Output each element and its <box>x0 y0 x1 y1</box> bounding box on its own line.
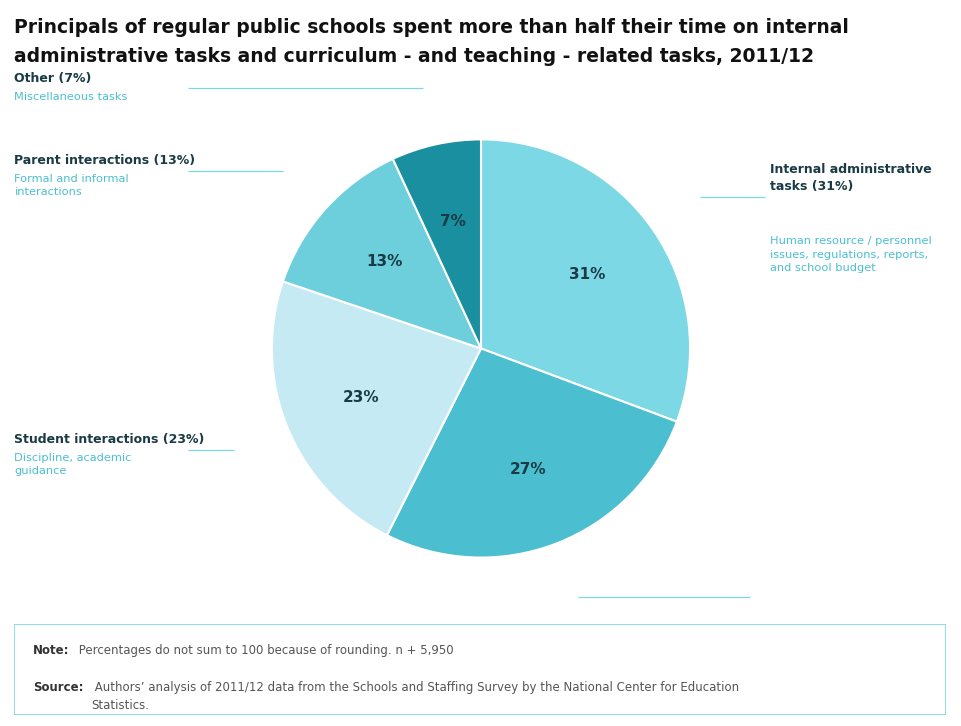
Text: 27%: 27% <box>509 462 546 477</box>
Text: 31%: 31% <box>569 267 605 282</box>
Wedge shape <box>386 348 677 558</box>
Text: Internal administrative
tasks (31%): Internal administrative tasks (31%) <box>769 163 930 193</box>
Text: Principals of regular public schools spent more than half their time on internal: Principals of regular public schools spe… <box>14 18 849 37</box>
Wedge shape <box>283 159 480 348</box>
Text: 7%: 7% <box>439 214 465 229</box>
Text: Discipline, academic
guidance: Discipline, academic guidance <box>14 453 132 476</box>
Text: 23%: 23% <box>342 390 379 405</box>
Wedge shape <box>480 139 689 422</box>
FancyBboxPatch shape <box>14 624 945 715</box>
Text: Percentages do not sum to 100 because of rounding. n + 5,950: Percentages do not sum to 100 because of… <box>75 645 454 657</box>
Text: Source:: Source: <box>33 681 84 693</box>
Text: Note:: Note: <box>33 645 69 657</box>
Text: Other (7%): Other (7%) <box>14 72 91 84</box>
Text: 13%: 13% <box>366 254 403 269</box>
Wedge shape <box>392 139 480 348</box>
Text: administrative tasks and curriculum - and teaching - related tasks, 2011/12: administrative tasks and curriculum - an… <box>14 47 814 66</box>
Text: Human resource / personnel
issues, regulations, reports,
and school budget: Human resource / personnel issues, regul… <box>769 237 930 273</box>
Text: Miscellaneous tasks: Miscellaneous tasks <box>14 91 128 102</box>
Text: Parent interactions (13%): Parent interactions (13%) <box>14 154 195 167</box>
Wedge shape <box>272 282 480 535</box>
Text: Authors’ analysis of 2011/12 data from the Schools and Staffing Survey by the Na: Authors’ analysis of 2011/12 data from t… <box>90 681 738 711</box>
Text: Formal and informal
interactions: Formal and informal interactions <box>14 174 129 197</box>
Text: Student interactions (23%): Student interactions (23%) <box>14 433 205 446</box>
